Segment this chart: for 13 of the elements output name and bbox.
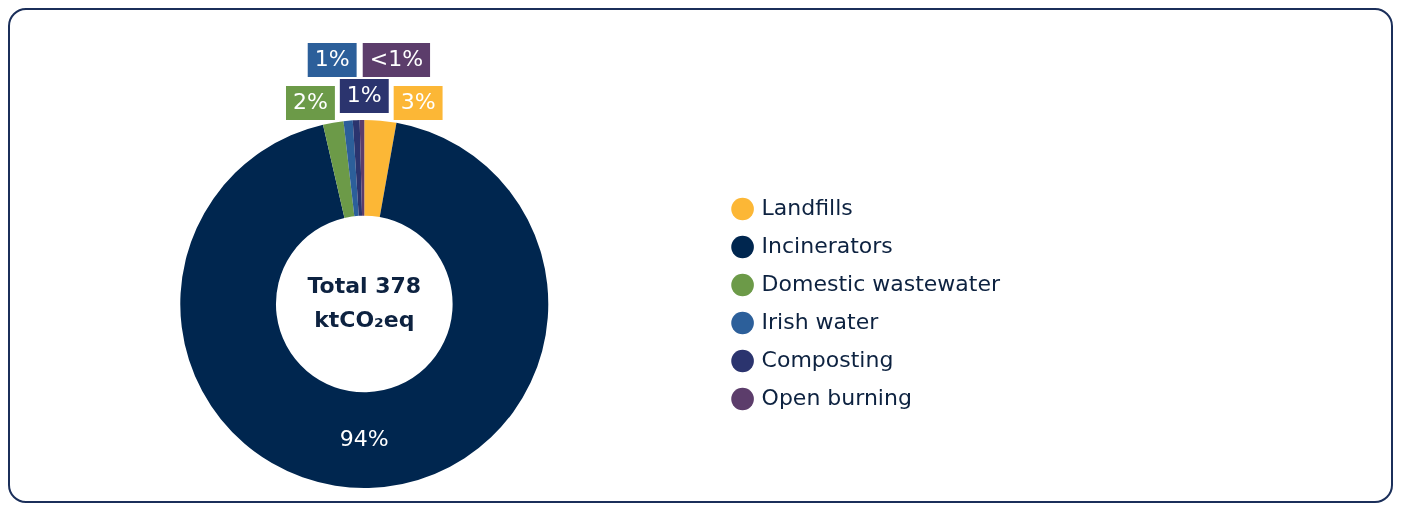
- data-label: <1%: [369, 45, 424, 71]
- legend-label: Incinerators: [761, 232, 893, 258]
- legend-label: Domestic wastewater: [761, 270, 1001, 296]
- legend-label: Irish water: [761, 308, 880, 334]
- legend-label: Landfills: [761, 194, 853, 220]
- legend-label: Open burning: [761, 384, 912, 410]
- text: Total 378 ktCO₂eq: [307, 272, 422, 332]
- data-label: 94%: [339, 425, 389, 451]
- data-label: 3%: [400, 88, 436, 114]
- data-label: 1%: [346, 81, 382, 107]
- data-label: 2%: [293, 88, 328, 114]
- legend-label: Composting: [761, 346, 894, 372]
- data-label: 1%: [314, 45, 350, 71]
